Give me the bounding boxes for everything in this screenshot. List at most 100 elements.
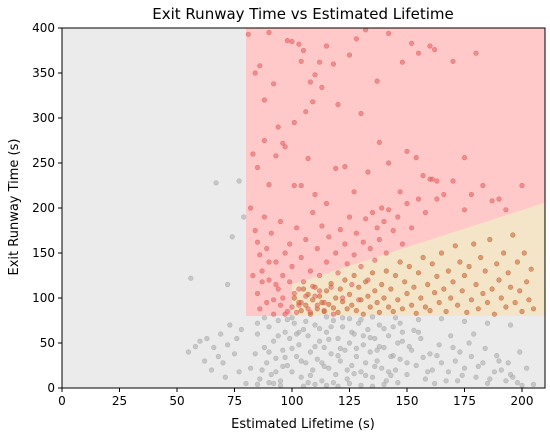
scatter-point — [461, 365, 468, 371]
scatter-point — [353, 353, 360, 360]
scatter-point — [409, 347, 415, 353]
scatter-point — [312, 284, 318, 290]
scatter-point — [328, 351, 334, 357]
scatter-point — [287, 279, 293, 285]
scatter-point — [367, 245, 373, 252]
scatter-point — [287, 241, 293, 247]
scatter-point — [344, 376, 350, 382]
scatter-point — [374, 225, 380, 231]
scatter-point — [390, 227, 396, 234]
scatter-point — [452, 243, 458, 249]
scatter-point — [312, 344, 318, 350]
scatter-point — [496, 196, 502, 202]
scatter-point — [358, 263, 364, 270]
scatter-point — [254, 320, 261, 326]
scatter-point — [254, 239, 261, 245]
scatter-point — [266, 29, 272, 36]
scatter-point — [399, 338, 406, 344]
scatter-point — [323, 200, 330, 207]
scatter-point — [468, 353, 475, 360]
scatter-point — [277, 302, 284, 308]
scatter-point — [298, 358, 304, 364]
scatter-point — [185, 349, 192, 355]
y-tick-label: 300 — [32, 111, 55, 125]
scatter-point — [282, 311, 288, 317]
scatter-point — [519, 182, 525, 189]
scatter-point — [344, 261, 350, 267]
scatter-point — [432, 46, 438, 53]
scatter-point — [353, 36, 360, 42]
scatter-point — [386, 369, 392, 375]
scatter-point — [427, 43, 433, 49]
scatter-point — [310, 99, 316, 105]
scatter-point — [404, 148, 410, 154]
scatter-point — [399, 59, 406, 65]
scatter-point — [402, 279, 408, 285]
scatter-point — [379, 365, 385, 371]
y-tick-label: 400 — [32, 21, 55, 35]
scatter-point — [323, 288, 330, 294]
scatter-point — [523, 365, 530, 371]
scatter-point — [346, 52, 353, 58]
scatter-point — [363, 279, 369, 285]
scatter-point — [496, 277, 502, 283]
scatter-point — [323, 314, 330, 320]
scatter-point — [245, 31, 251, 37]
scatter-point — [369, 374, 376, 380]
scatter-point — [381, 218, 387, 225]
scatter-point — [381, 326, 387, 332]
scatter-point — [395, 380, 401, 386]
scatter-point — [376, 322, 383, 328]
scatter-point — [484, 380, 491, 387]
scatter-point — [282, 329, 288, 335]
scatter-point — [284, 37, 291, 44]
scatter-point — [388, 372, 394, 379]
scatter-point — [425, 281, 431, 288]
scatter-point — [519, 308, 525, 315]
scatter-point — [300, 326, 307, 333]
scatter-point — [319, 84, 325, 90]
scatter-point — [271, 380, 277, 387]
scatter-point — [356, 320, 362, 326]
scatter-point — [372, 335, 378, 342]
scatter-point — [317, 272, 323, 279]
scatter-point — [351, 371, 357, 377]
scatter-point — [351, 252, 357, 258]
y-tick-label: 100 — [32, 291, 55, 305]
scatter-point — [225, 342, 231, 348]
scatter-point — [365, 169, 371, 175]
scatter-point — [335, 383, 341, 388]
scatter-point — [346, 291, 353, 298]
scatter-point — [466, 263, 472, 270]
scatter-point — [275, 286, 281, 292]
scatter-point — [432, 290, 438, 296]
x-tick-label: 175 — [453, 394, 476, 408]
scatter-point — [530, 306, 537, 312]
scatter-point — [289, 369, 295, 375]
scatter-point — [360, 342, 366, 348]
scatter-point — [365, 326, 371, 333]
scatter-point — [300, 47, 307, 54]
scatter-point — [197, 338, 203, 344]
scatter-point — [415, 196, 422, 202]
scatter-point — [337, 358, 343, 364]
scatter-point — [342, 277, 348, 283]
scatter-point — [466, 340, 472, 346]
scatter-point — [406, 263, 412, 270]
scatter-point — [307, 268, 314, 274]
scatter-point — [503, 304, 509, 310]
x-tick-label: 125 — [338, 394, 361, 408]
scatter-point — [261, 97, 268, 103]
scatter-point — [294, 225, 300, 231]
scatter-point — [275, 333, 281, 339]
scatter-point — [452, 358, 458, 364]
scatter-point — [310, 209, 316, 216]
scatter-point — [307, 79, 314, 85]
scatter-point — [494, 353, 500, 359]
scatter-point — [259, 367, 265, 373]
scatter-point — [434, 273, 440, 280]
scatter-point — [300, 286, 307, 292]
scatter-point — [363, 372, 369, 379]
scatter-point — [517, 349, 523, 355]
scatter-point — [300, 383, 307, 388]
